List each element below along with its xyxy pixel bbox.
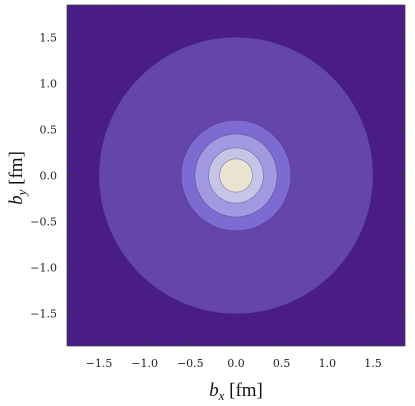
y-tick-label: 0.5 xyxy=(40,123,58,136)
plot-area xyxy=(66,4,406,347)
y-tick-label: 0.0 xyxy=(40,170,58,183)
x-tick-label: −1.5 xyxy=(86,357,113,370)
x-tick-label: 1.0 xyxy=(319,357,337,370)
x-tick-label: −1.0 xyxy=(131,357,158,370)
x-tick-label: 1.5 xyxy=(364,357,382,370)
x-tick-label: −0.5 xyxy=(177,357,204,370)
contour-band-4 xyxy=(219,158,253,193)
x-tick-label: 0.5 xyxy=(273,357,291,370)
y-tick-label: −0.5 xyxy=(30,216,57,229)
contour-bands xyxy=(98,36,374,315)
x-axis-ticks: −1.5 −1.0 −0.5 0.0 0.5 1.0 1.5 xyxy=(86,5,382,370)
y-tick-label: −1.5 xyxy=(30,308,57,321)
y-axis-label: by [fm] xyxy=(6,151,29,205)
y-axis-ticks: −1.5 −1.0 −0.5 0.0 0.5 1.0 1.5 xyxy=(30,31,405,321)
y-tick-label: 1.0 xyxy=(40,77,58,90)
x-axis-label: bx [fm] xyxy=(209,380,263,403)
y-tick-label: 1.5 xyxy=(40,31,58,44)
y-tick-label: −1.0 xyxy=(30,262,57,275)
x-tick-label: 0.0 xyxy=(227,357,245,370)
